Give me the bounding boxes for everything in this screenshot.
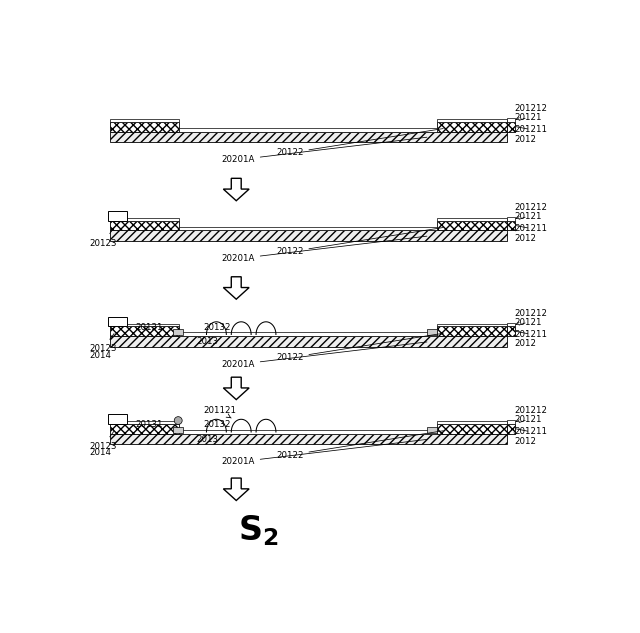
Text: 20122: 20122 [276, 333, 444, 362]
Bar [437, 221, 507, 230]
Bar [507, 118, 515, 122]
Bar [110, 122, 179, 132]
Text: 20122: 20122 [276, 227, 444, 256]
Bar [108, 414, 127, 424]
Text: 2014: 2014 [89, 351, 111, 360]
Polygon shape [223, 179, 249, 201]
Text: 20201A: 20201A [221, 342, 427, 369]
Text: 2012: 2012 [514, 230, 536, 242]
Text: 20123: 20123 [89, 431, 116, 451]
Polygon shape [223, 478, 249, 501]
Text: 201212: 201212 [514, 309, 547, 323]
Bar [507, 327, 515, 336]
Text: 2014: 2014 [89, 448, 111, 457]
Text: 20201A: 20201A [221, 236, 427, 263]
Text: 201211: 201211 [514, 427, 547, 436]
Text: 201212: 201212 [514, 406, 547, 421]
Bar [507, 420, 515, 424]
Bar [437, 327, 507, 336]
Text: 20121: 20121 [514, 113, 541, 122]
Circle shape [174, 417, 182, 425]
Bar [110, 132, 507, 142]
Text: 20201A: 20201A [221, 137, 427, 164]
Bar [507, 221, 515, 230]
Bar [179, 332, 437, 336]
Text: 20132: 20132 [203, 420, 230, 429]
Bar [437, 323, 507, 327]
Bar [110, 327, 179, 336]
Text: 20122: 20122 [276, 128, 444, 158]
Bar [507, 217, 515, 221]
Text: 20131: 20131 [136, 420, 163, 429]
Text: 201211: 201211 [514, 330, 547, 339]
Polygon shape [223, 377, 249, 399]
Text: 2013: 2013 [196, 434, 219, 444]
Bar [507, 323, 515, 327]
Text: 201212: 201212 [514, 104, 547, 119]
Text: 20121: 20121 [514, 318, 541, 327]
Text: 20121: 20121 [514, 415, 541, 424]
Bar [173, 329, 183, 335]
Bar [179, 430, 437, 434]
Bar [437, 421, 507, 424]
Text: 20123: 20123 [89, 228, 116, 248]
Text: 201212: 201212 [514, 203, 547, 218]
Bar [437, 424, 507, 434]
Bar [437, 218, 507, 221]
Bar [507, 424, 515, 434]
Text: 201211: 201211 [514, 125, 547, 134]
Bar [110, 323, 179, 327]
Text: 2013: 2013 [196, 337, 219, 346]
Bar [110, 336, 507, 347]
Bar [437, 122, 507, 132]
Bar [507, 122, 515, 132]
Bar [179, 128, 437, 132]
Bar [110, 119, 179, 122]
Bar [110, 221, 179, 230]
Bar [108, 211, 127, 221]
Bar [110, 218, 179, 221]
Bar [110, 434, 507, 444]
Text: 20201A: 20201A [221, 439, 427, 467]
Text: 201211: 201211 [514, 224, 547, 233]
Bar [428, 427, 437, 433]
Text: 20122: 20122 [276, 430, 444, 460]
Bar [428, 329, 437, 335]
Text: 20123: 20123 [89, 334, 116, 353]
Bar [437, 119, 507, 122]
Text: 20132: 20132 [203, 323, 230, 332]
Polygon shape [223, 277, 249, 299]
Text: 201121: 201121 [203, 406, 236, 418]
Bar [110, 230, 507, 241]
Text: 20121: 20121 [514, 212, 541, 221]
Bar [110, 424, 179, 434]
Text: 20131: 20131 [136, 323, 163, 332]
Bar [173, 427, 183, 433]
Text: 2012: 2012 [514, 433, 536, 446]
Text: 2012: 2012 [514, 130, 536, 144]
Bar [179, 227, 437, 230]
Bar [110, 421, 179, 424]
Text: $\mathbf{S_2}$: $\mathbf{S_2}$ [238, 513, 279, 548]
Bar [108, 316, 127, 327]
Text: 2012: 2012 [514, 335, 536, 349]
